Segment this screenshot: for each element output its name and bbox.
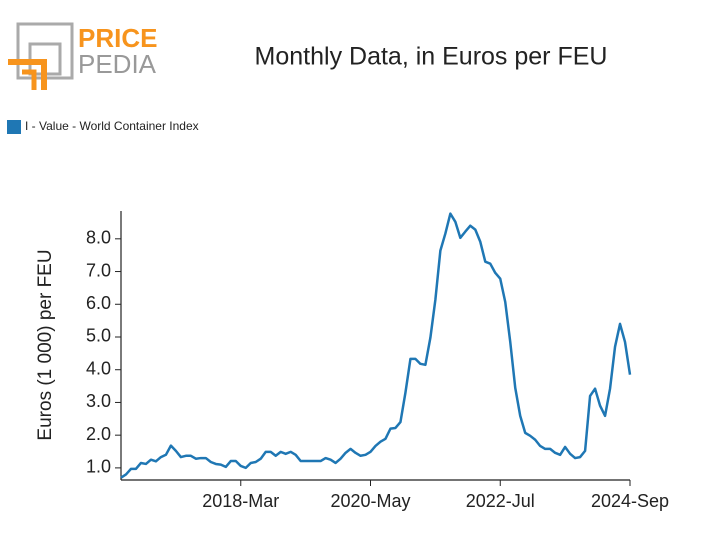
x-tick-label: 2020-May xyxy=(330,491,410,511)
y-tick-label: 2.0 xyxy=(86,424,111,444)
x-tick-label: 2018-Mar xyxy=(202,491,279,511)
chart-title: Monthly Data, in Euros per FEU xyxy=(255,43,608,71)
logo: PRICE PEDIA xyxy=(8,22,157,90)
y-axis-label: Euros (1 000) per FEU xyxy=(35,249,56,440)
logo-text: PEDIA xyxy=(78,49,157,79)
logo-text: PRICE xyxy=(78,23,157,53)
y-tick-label: 4.0 xyxy=(86,358,111,378)
data-line xyxy=(120,212,632,479)
logo-mark xyxy=(22,69,37,90)
y-tick-label: 7.0 xyxy=(86,260,111,280)
logo-mark xyxy=(8,59,47,90)
y-tick-label: 5.0 xyxy=(86,326,111,346)
y-tick-label: 6.0 xyxy=(86,293,111,313)
x-tick-label: 2024-Sep xyxy=(591,491,669,511)
y-tick-label: 3.0 xyxy=(86,391,111,411)
legend-swatch xyxy=(7,120,21,134)
y-tick-label: 1.0 xyxy=(86,457,111,477)
y-tick-label: 8.0 xyxy=(86,228,111,248)
x-tick-label: 2022-Jul xyxy=(466,491,535,511)
legend-label: I - Value - World Container Index xyxy=(25,119,199,133)
